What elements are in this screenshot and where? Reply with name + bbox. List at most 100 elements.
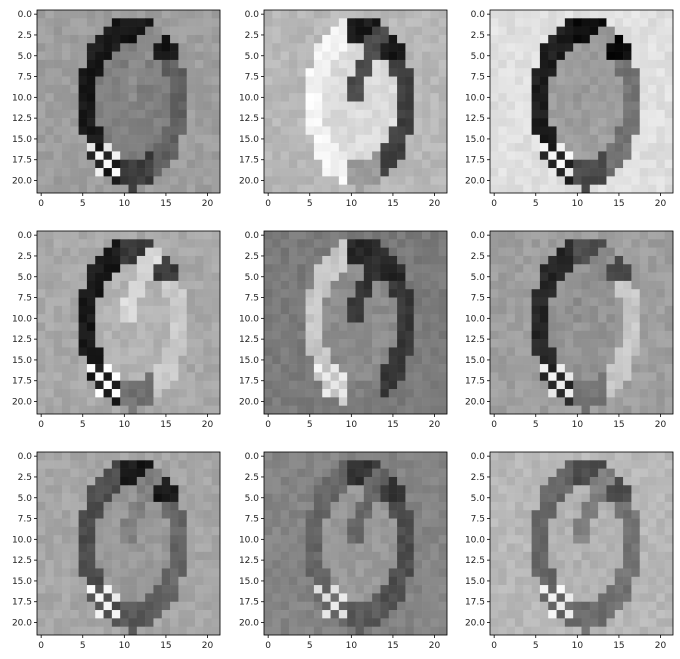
pixel — [347, 84, 356, 94]
pixel — [355, 84, 365, 94]
pixel — [161, 593, 171, 603]
pixel — [631, 151, 641, 161]
pixel — [372, 34, 381, 44]
y-tick-label: 5.0 — [471, 494, 486, 504]
pixel — [589, 347, 599, 357]
pixel — [330, 543, 340, 553]
pixel — [648, 34, 657, 44]
pixel — [355, 10, 365, 19]
pixel — [664, 626, 674, 636]
pixel — [422, 109, 431, 119]
pixel — [380, 297, 390, 307]
pixel — [614, 626, 624, 636]
pixel — [288, 289, 298, 298]
pixel — [614, 76, 624, 86]
pixel — [581, 397, 591, 406]
pixel — [272, 143, 281, 152]
pixel — [330, 76, 340, 86]
pixel — [664, 364, 674, 373]
pixel — [45, 460, 54, 469]
pixel — [347, 551, 356, 561]
pixel — [280, 601, 290, 611]
pixel — [211, 576, 221, 586]
pixel — [430, 501, 439, 511]
pixel — [53, 59, 63, 69]
pixel — [631, 322, 641, 332]
pixel — [297, 380, 306, 390]
pixel — [573, 51, 582, 61]
pixel — [413, 247, 423, 257]
pixel — [531, 255, 541, 265]
pixel — [372, 518, 381, 528]
pixel — [589, 501, 599, 511]
pixel — [438, 297, 448, 307]
pixel — [322, 601, 331, 611]
pixel — [61, 380, 71, 390]
pixel — [363, 476, 373, 486]
pixel — [53, 610, 63, 619]
pixel — [405, 493, 415, 503]
pixel — [203, 93, 212, 102]
pixel — [161, 560, 171, 569]
pixel — [111, 493, 121, 503]
pixel — [422, 34, 431, 44]
pixel — [120, 330, 129, 340]
pixel — [161, 322, 171, 332]
pixel — [128, 43, 138, 52]
pixel — [656, 380, 665, 390]
pixel — [280, 347, 290, 357]
y-tick-label: 0.0 — [18, 10, 33, 20]
pixel — [145, 134, 154, 144]
pixel — [490, 176, 499, 185]
pixel — [288, 380, 298, 390]
pixel — [639, 460, 649, 469]
pixel — [623, 618, 632, 627]
pixel — [103, 26, 113, 36]
pixel — [413, 476, 423, 486]
pixel — [438, 526, 448, 536]
pixel — [186, 618, 196, 627]
pixel — [413, 526, 423, 536]
pixel — [523, 51, 532, 61]
pixel — [128, 176, 138, 185]
pixel — [86, 560, 96, 569]
pixel — [430, 84, 439, 94]
pixel — [170, 10, 179, 19]
pixel — [347, 397, 356, 406]
pixel — [203, 297, 212, 307]
pixel — [388, 247, 398, 257]
pixel — [45, 93, 54, 102]
pixel — [648, 10, 657, 19]
pixel — [363, 347, 373, 357]
pixel — [631, 364, 641, 373]
pixel — [556, 168, 566, 177]
pixel — [388, 526, 398, 536]
pixel — [95, 526, 104, 536]
y-tick-label: 20.0 — [239, 177, 259, 187]
pixel — [514, 18, 524, 27]
pixel — [53, 476, 63, 486]
pixel — [355, 305, 365, 315]
pixel — [355, 601, 365, 611]
pixel — [514, 168, 524, 177]
pixel — [564, 239, 574, 248]
pixel — [264, 76, 273, 86]
pixel — [656, 468, 665, 478]
pixel — [606, 601, 616, 611]
pixel — [422, 510, 431, 519]
pixel — [70, 93, 79, 102]
pixel — [264, 518, 273, 528]
pixel — [145, 476, 154, 486]
pixel — [95, 159, 104, 169]
pixel — [397, 118, 406, 127]
pixel — [490, 468, 499, 478]
pixel — [606, 239, 616, 248]
pixel — [45, 176, 54, 185]
pixel — [37, 355, 46, 365]
pixel — [37, 76, 46, 86]
pixel — [623, 397, 632, 406]
pixel — [128, 255, 138, 265]
pixel — [598, 380, 607, 390]
pixel — [313, 43, 323, 52]
pixel — [153, 518, 163, 528]
